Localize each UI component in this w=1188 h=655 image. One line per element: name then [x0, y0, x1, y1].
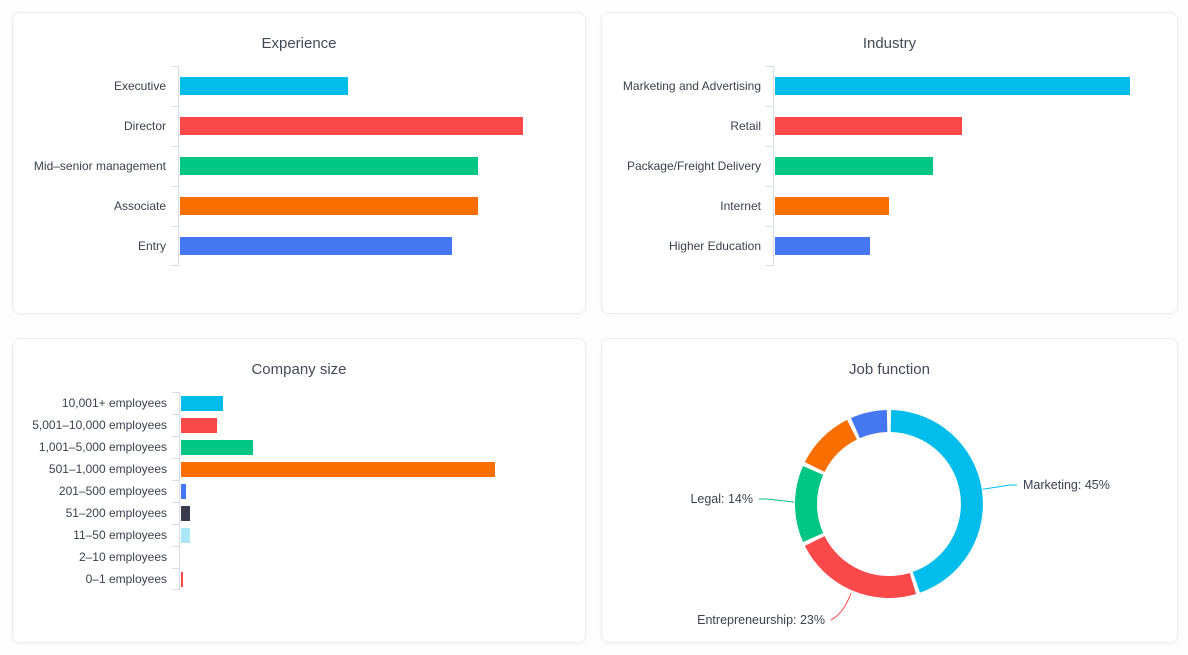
axis-tick	[172, 546, 179, 547]
bar-category-label: 5,001–10,000 employees	[32, 418, 167, 432]
leader-line-entrepreneurship	[830, 592, 852, 621]
bar-category-label: 501–1,000 employees	[48, 462, 167, 476]
bar-category-label: 0–1 employees	[85, 572, 167, 586]
bar[interactable]	[180, 77, 348, 95]
axis-tick	[172, 414, 179, 415]
axis-tick	[172, 392, 179, 393]
bar-category-label: 10,001+ employees	[61, 396, 167, 410]
bar-category-label: Higher Education	[668, 239, 761, 253]
bar-category-label: 51–200 employees	[65, 506, 167, 520]
axis-tick	[766, 106, 773, 107]
donut-segment-unlabeled-4[interactable]	[850, 410, 888, 439]
bar[interactable]	[775, 77, 1130, 95]
axis-tick	[171, 265, 178, 266]
axis-tick	[171, 106, 178, 107]
donut-segment-legal[interactable]	[795, 465, 824, 543]
bar[interactable]	[775, 197, 889, 215]
bar[interactable]	[181, 417, 217, 433]
axis-tick	[172, 524, 179, 525]
bar[interactable]	[181, 461, 495, 477]
bar[interactable]	[181, 439, 253, 455]
bar[interactable]	[775, 237, 870, 255]
donut-label-marketing: Marketing: 45%	[1023, 478, 1110, 492]
axis-tick	[172, 480, 179, 481]
experience-bar-plot: Executive Director Mid–senior management As…	[13, 66, 580, 266]
bar[interactable]	[181, 527, 190, 543]
axis-tick	[766, 66, 773, 67]
axis-tick	[171, 146, 178, 147]
job-function-donut-chart: Marketing: 45% Entrepreneurship: 23% Legal…	[690, 410, 1110, 627]
experience-chart-card: Experience Executive Director Mid–senior m…	[12, 12, 586, 314]
y-axis-line	[178, 66, 179, 266]
leader-line-legal	[759, 498, 795, 503]
y-axis-line	[773, 66, 774, 266]
axis-tick	[171, 186, 178, 187]
job-function-chart-card: Job function Marketing: 45% Entrepreneurs…	[601, 338, 1178, 643]
bar[interactable]	[181, 571, 183, 587]
bar[interactable]	[180, 237, 452, 255]
axis-tick	[172, 589, 179, 590]
axis-tick	[766, 226, 773, 227]
donut-segment-entrepreneurship[interactable]	[804, 535, 917, 598]
bar-category-label: Entry	[137, 239, 166, 253]
y-axis-line	[179, 392, 180, 590]
chart-title-job-function: Job function	[849, 361, 930, 378]
donut-segment-marketing[interactable]	[890, 410, 983, 593]
bar-category-label: Marketing and Advertising	[622, 79, 761, 93]
bar[interactable]	[181, 395, 223, 411]
bar[interactable]	[181, 505, 190, 521]
axis-tick	[172, 502, 179, 503]
bar-category-label: Executive	[113, 79, 166, 93]
bar-category-label: Mid–senior management	[33, 159, 166, 173]
bar-category-label: Retail	[730, 119, 761, 133]
bar-category-label: 1,001–5,000 employees	[38, 440, 167, 454]
axis-tick	[172, 568, 179, 569]
bar-category-label: Package/Freight Delivery	[626, 159, 761, 173]
bar-category-label: Director	[123, 119, 166, 133]
company-size-bar-plot: 10,001+ employees 5,001–10,000 employees 1…	[13, 392, 581, 590]
chart-title-company-size: Company size	[251, 361, 347, 378]
bar-category-label: 11–50 employees	[73, 528, 167, 542]
bar[interactable]	[180, 197, 478, 215]
bar-category-label: 2–10 employees	[78, 550, 167, 564]
leader-line-marketing	[982, 484, 1017, 490]
axis-tick	[172, 458, 179, 459]
bar[interactable]	[181, 483, 186, 499]
bar[interactable]	[775, 117, 962, 135]
axis-tick	[171, 66, 178, 67]
bar[interactable]	[775, 157, 933, 175]
donut-label-legal: Legal: 14%	[690, 492, 753, 506]
bar-category-label: Internet	[720, 199, 761, 213]
industry-bar-plot: Marketing and Advertising Retail Package/F…	[602, 66, 1175, 266]
axis-tick	[172, 436, 179, 437]
donut-segment-unlabeled-3[interactable]	[804, 419, 858, 473]
chart-title-industry: Industry	[862, 35, 917, 52]
bar-category-label: 201–500 employees	[58, 484, 167, 498]
bar-category-label: Associate	[113, 199, 166, 213]
industry-chart-card: Industry Marketing and Advertising Retail…	[601, 12, 1178, 314]
donut-label-entrepreneurship: Entrepreneurship: 23%	[697, 613, 825, 627]
axis-tick	[766, 186, 773, 187]
chart-title-experience: Experience	[261, 35, 337, 52]
bar[interactable]	[180, 117, 523, 135]
axis-tick	[766, 265, 773, 266]
company-size-chart-card: Company size 10,001+ employees 5,001–10,0…	[12, 338, 586, 643]
bar[interactable]	[180, 157, 478, 175]
axis-tick	[171, 226, 178, 227]
axis-tick	[766, 146, 773, 147]
